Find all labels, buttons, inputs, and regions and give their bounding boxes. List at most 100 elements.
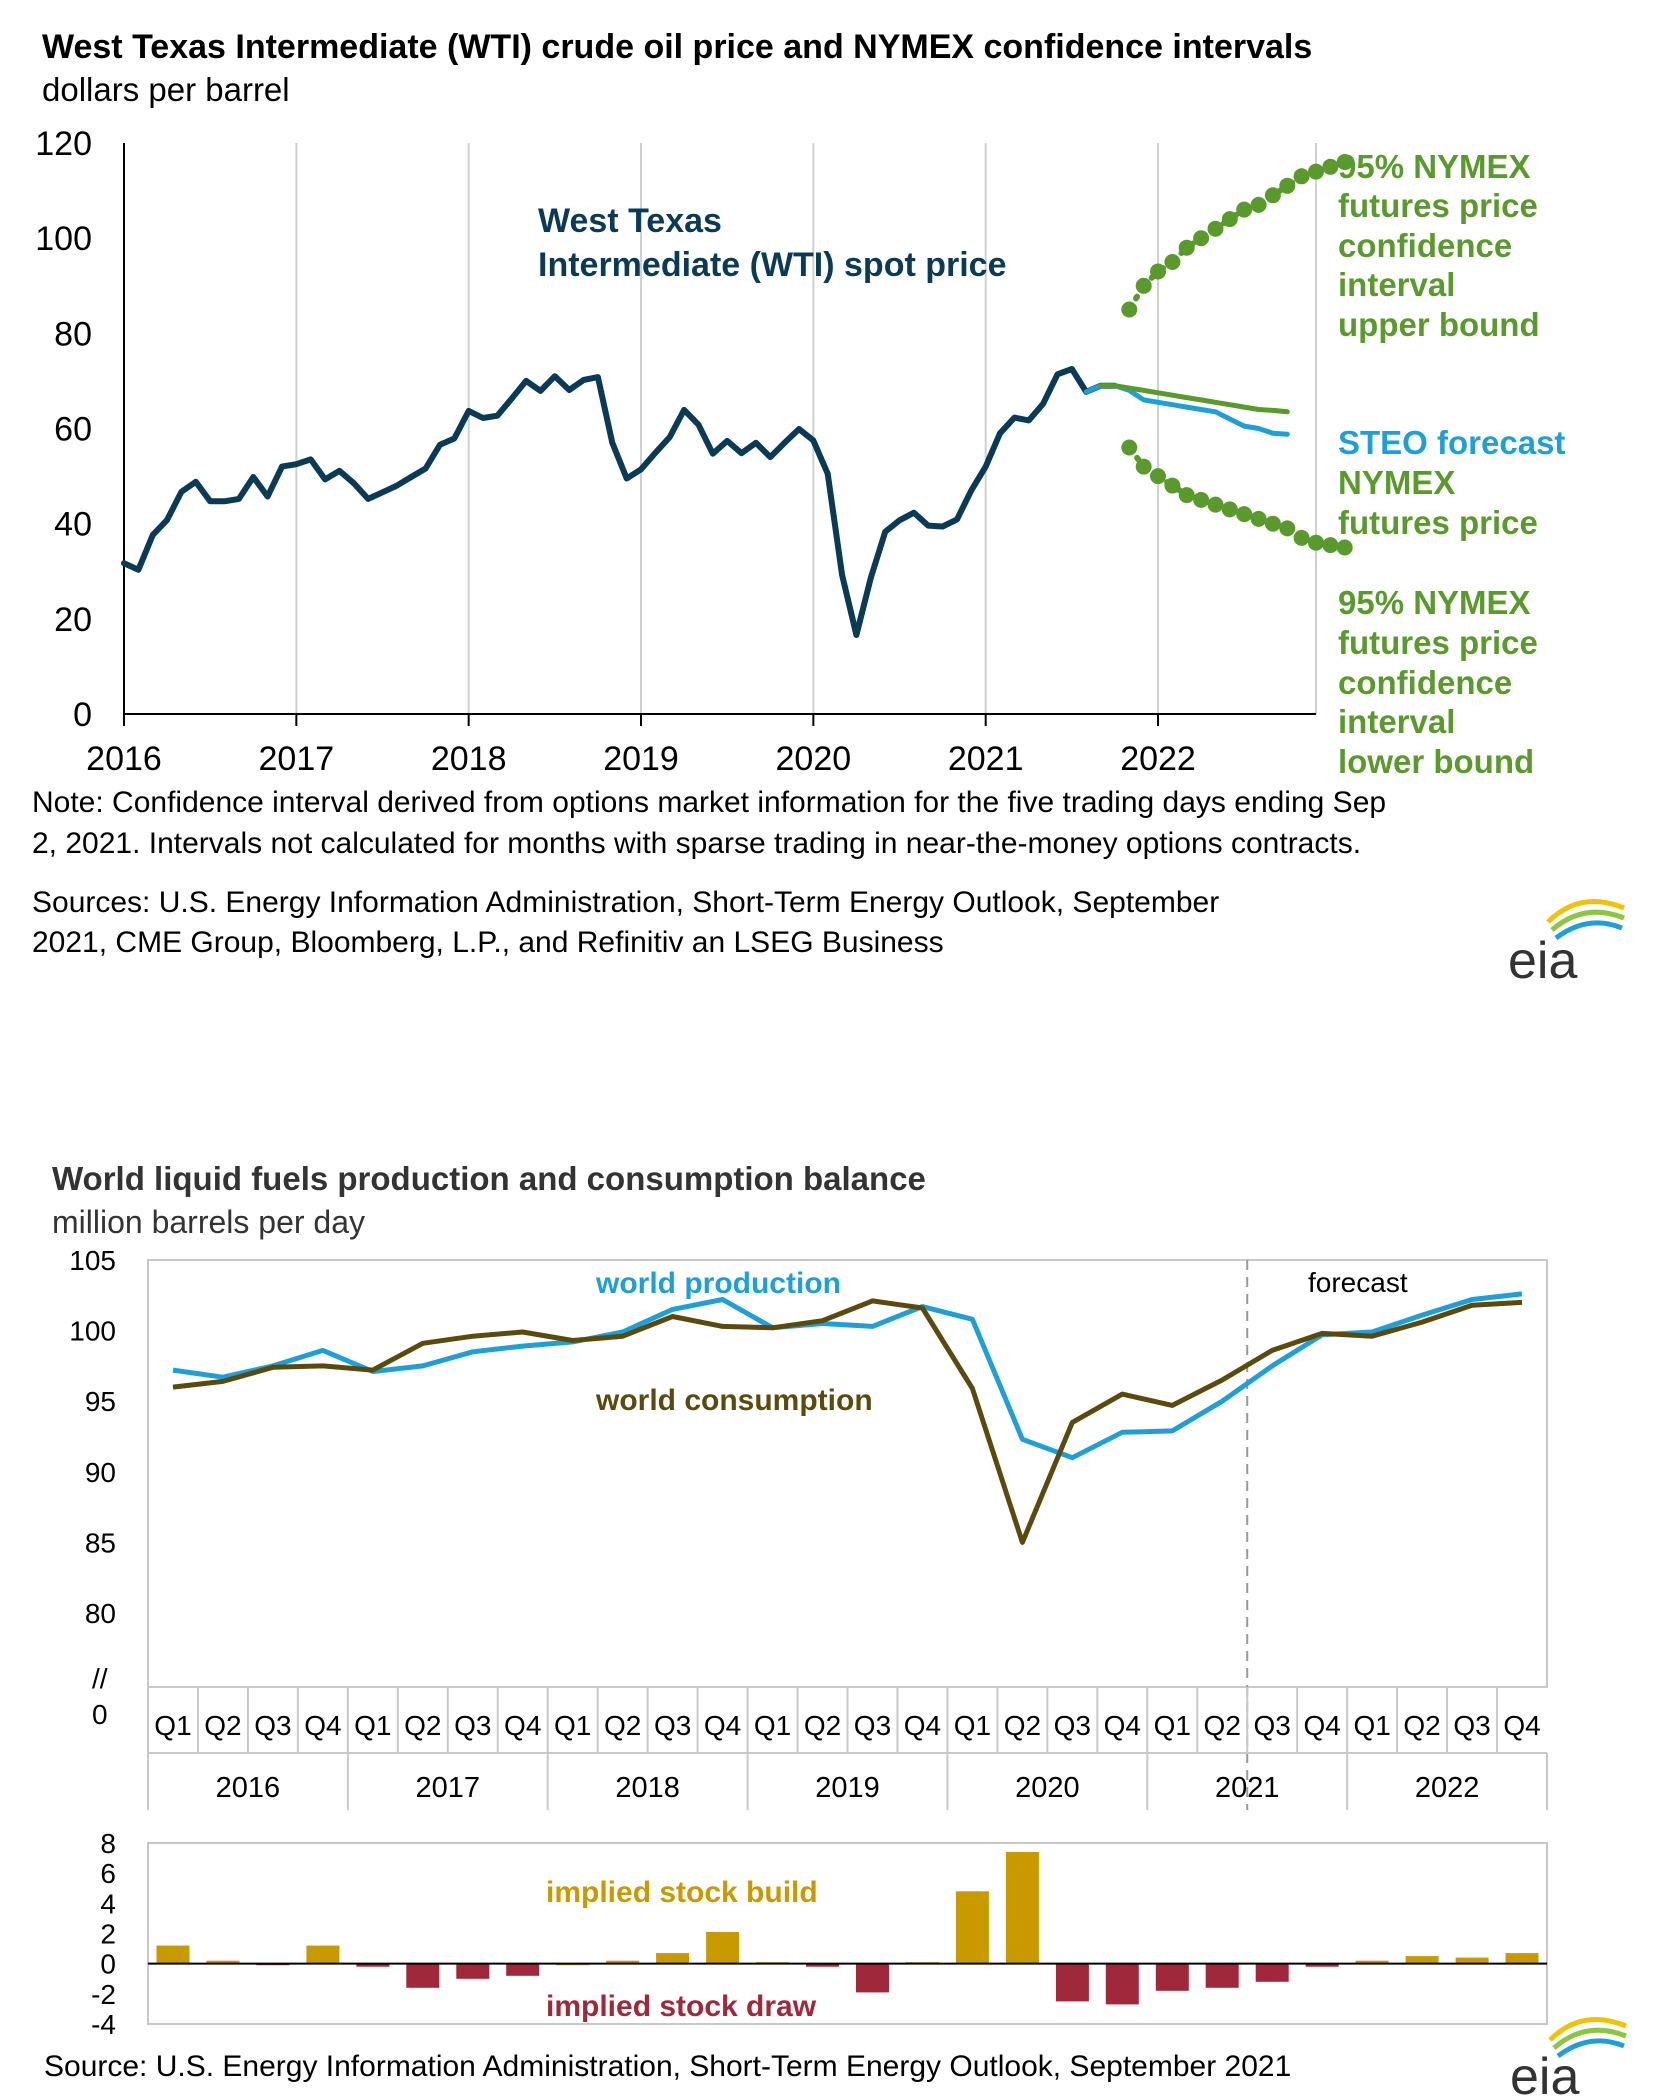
wti-sources-line: 2021, CME Group, Bloomberg, L.P., and Re… — [32, 926, 944, 959]
confidence-bound-line — [1126, 159, 1348, 313]
stock-bar — [806, 1963, 839, 1967]
quarter-label: Q1 — [954, 1710, 991, 1741]
confidence-point — [1121, 439, 1138, 456]
stock-bar — [356, 1963, 390, 1967]
quarter-label: Q3 — [854, 1710, 891, 1741]
balance-y-tick-label: 85 — [85, 1527, 116, 1558]
stock-bar — [1305, 1963, 1339, 1967]
confidence-point — [1193, 491, 1210, 508]
confidence-point — [1250, 196, 1267, 213]
stock-plot-frame — [147, 1842, 1548, 2025]
stock-plot-border — [147, 1842, 1548, 2025]
quarter-label: Q1 — [554, 1710, 591, 1741]
confidence-point — [1308, 163, 1324, 180]
quarter-label: Q2 — [404, 1710, 441, 1741]
wti-x-tick-label: 2019 — [603, 740, 679, 778]
stock-y-tick-label: -2 — [91, 1979, 116, 2010]
axis-zero-label: 0 — [92, 1699, 108, 1730]
quarter-label: Q3 — [254, 1710, 291, 1741]
quarter-label: Q1 — [354, 1710, 391, 1741]
balance-y-tick-label: 105 — [69, 1245, 116, 1276]
stock-y-tick-label: 8 — [100, 1828, 116, 1859]
nymex-futures-label-line: NYMEX — [1338, 464, 1455, 501]
year-label: 2019 — [815, 1772, 880, 1804]
upper-bound-label: 95% NYMEX futures price confidence inter… — [1338, 148, 1540, 343]
world-consumption-label: world consumption — [595, 1384, 873, 1417]
quarter-label: Q3 — [1254, 1710, 1291, 1741]
stock-bar — [306, 1945, 340, 1964]
wti-x-tick-label: 2022 — [1120, 740, 1196, 778]
confidence-point — [1221, 211, 1238, 228]
stock-bar — [1005, 1852, 1039, 1964]
confidence-point — [1135, 277, 1152, 294]
eia-logo-text: eia — [1508, 932, 1577, 990]
balance-chart-title: World liquid fuels production and consum… — [52, 1160, 926, 1197]
year-label: 2021 — [1215, 1772, 1280, 1804]
quarter-label: Q3 — [654, 1710, 691, 1741]
eia-logo-text: eia — [1510, 2048, 1579, 2100]
year-label: 2017 — [416, 1772, 481, 1804]
series-line — [121, 366, 1118, 638]
quarter-label: Q3 — [1054, 1710, 1091, 1741]
wti-x-tick-label: 2017 — [259, 740, 335, 778]
eia-logo-bottom: eia — [1510, 2017, 1627, 2100]
quarter-label: Q2 — [204, 1710, 241, 1741]
stock-bar — [1505, 1953, 1539, 1964]
lower-bound-label-line: lower bound — [1338, 743, 1534, 780]
quarter-label: Q1 — [154, 1710, 191, 1741]
upper-bound-label-line: futures price — [1338, 187, 1538, 224]
stock-bar — [206, 1960, 240, 1964]
confidence-point — [1322, 158, 1339, 175]
confidence-point — [1178, 487, 1195, 504]
upper-bound-label-line: interval — [1338, 266, 1455, 303]
confidence-point — [1336, 154, 1353, 170]
wti-series-label-line1: West Texas — [538, 202, 722, 240]
quarter-label: Q2 — [604, 1710, 641, 1741]
wti-chart: West Texas Intermediate (WTI) crude oil … — [32, 28, 1625, 990]
wti-series — [121, 154, 1353, 638]
confidence-point — [1264, 187, 1281, 204]
balance-y-tick-label: 90 — [85, 1457, 116, 1488]
wti-gridlines — [295, 143, 1317, 714]
confidence-point — [1308, 534, 1324, 551]
confidence-point — [1207, 220, 1224, 237]
confidence-point — [1264, 515, 1281, 532]
stock-bar — [506, 1963, 540, 1976]
wti-y-tick-label: 0 — [73, 696, 92, 734]
stock-draw-label: implied stock draw — [546, 1990, 817, 2023]
series-line — [172, 1291, 1523, 1461]
confidence-point — [1293, 168, 1310, 185]
wti-x-tick-label: 2020 — [776, 740, 852, 778]
wti-chart-unit: dollars per barrel — [42, 71, 290, 108]
wti-y-tick-label: 60 — [54, 411, 92, 449]
wti-y-tick-label: 20 — [54, 601, 92, 639]
quarter-label: Q3 — [1453, 1710, 1490, 1741]
quarter-label: Q4 — [904, 1710, 941, 1741]
stock-bar — [1255, 1963, 1289, 1982]
quarter-label: Q2 — [1004, 1710, 1041, 1741]
lower-bound-label-line: futures price — [1338, 624, 1538, 661]
stock-y-tick-label: -4 — [91, 2009, 116, 2040]
quarter-label: Q4 — [304, 1710, 341, 1741]
eia-logo: eia — [1508, 899, 1625, 990]
balance-series — [172, 1291, 1523, 1545]
confidence-point — [1164, 254, 1181, 270]
confidence-point — [1293, 529, 1310, 546]
balance-y-tick-label: 95 — [85, 1386, 116, 1417]
series-line — [1098, 383, 1290, 415]
stock-bar — [706, 1932, 740, 1964]
stock-bar — [406, 1963, 440, 1988]
year-label: 2020 — [1015, 1772, 1080, 1804]
confidence-point — [1178, 239, 1195, 256]
wti-series-label-line2: Intermediate (WTI) spot price — [538, 246, 1007, 284]
balance-source: Source: U.S. Energy Information Administ… — [44, 2050, 1291, 2083]
lower-bound-label: 95% NYMEX futures price confidence inter… — [1338, 584, 1538, 780]
stock-bar — [1055, 1963, 1089, 2002]
stock-bar — [1105, 1963, 1139, 2005]
confidence-point — [1207, 496, 1224, 513]
quarter-label: Q2 — [804, 1710, 841, 1741]
stock-bar — [1155, 1963, 1189, 1991]
year-label: 2016 — [216, 1772, 281, 1804]
